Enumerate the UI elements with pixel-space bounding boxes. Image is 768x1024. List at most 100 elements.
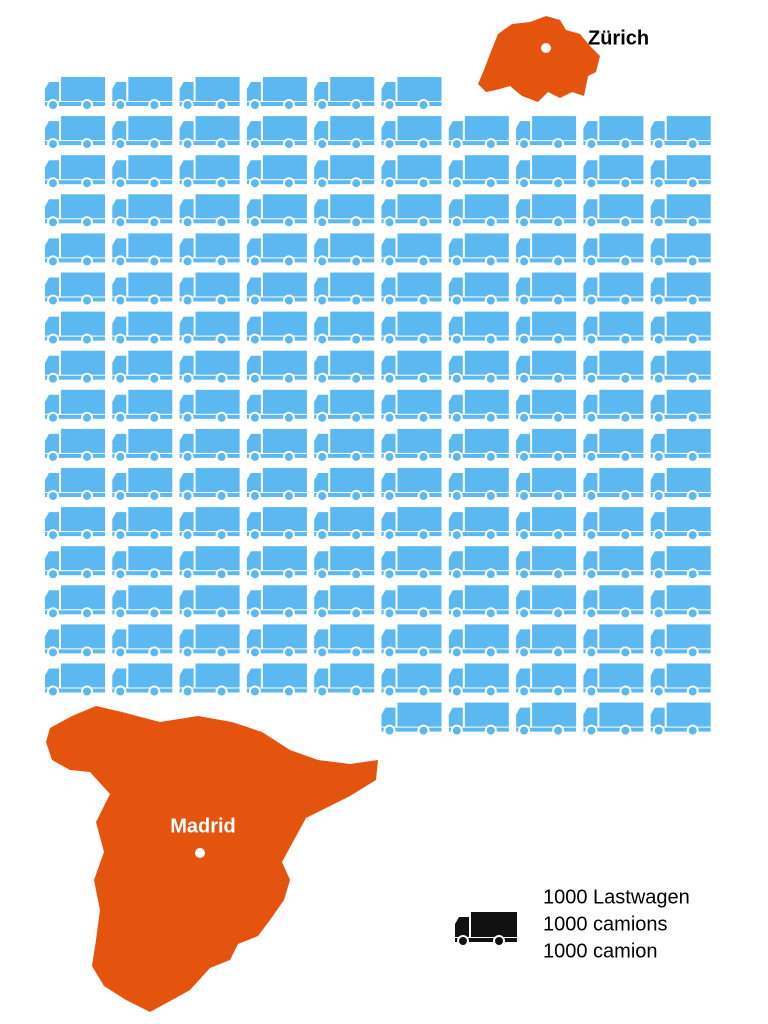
legend-label: 1000 camions (543, 913, 668, 935)
truck-wheel (450, 138, 463, 151)
truck-wheel (148, 138, 161, 151)
truck-wheel (316, 646, 329, 659)
truck-icon (112, 624, 173, 659)
truck-wheel (383, 568, 396, 581)
truck-wheel (450, 529, 463, 542)
truck-wheel (619, 685, 632, 698)
truck-wheel (417, 646, 430, 659)
truck-base (314, 610, 375, 615)
truck-cab (583, 316, 598, 336)
truck-box (397, 663, 442, 688)
truck-cab (650, 316, 665, 336)
truck-wheel (215, 333, 228, 346)
truck-icon (583, 507, 644, 542)
truck-box (330, 233, 375, 258)
truck-wheel (47, 99, 59, 111)
truck-base (45, 102, 105, 106)
truck-base (650, 336, 711, 341)
truck-base (112, 493, 173, 497)
truck-cab (516, 199, 531, 219)
truck-box (128, 585, 173, 610)
truck-wheel (484, 685, 497, 698)
truck-base (381, 258, 442, 263)
truck-wheel (81, 490, 93, 502)
truck-cab (516, 277, 531, 297)
truck-cab (45, 316, 59, 336)
truck-wheel (148, 411, 161, 424)
truck-icon (381, 389, 442, 424)
truck-cab (246, 316, 261, 336)
city-label: Madrid (170, 815, 236, 837)
truck-wheel (81, 372, 93, 385)
truck-wheel (450, 450, 463, 463)
truck-wheel (619, 255, 632, 268)
truck-wheel (652, 138, 665, 151)
truck-wheel (417, 99, 430, 111)
truck-wheel (450, 255, 463, 268)
truck-wheel (518, 490, 531, 502)
truck-cab (381, 551, 396, 571)
truck-icon (650, 663, 711, 698)
truck-box (599, 155, 644, 180)
truck-box (128, 116, 173, 141)
truck-box (128, 507, 173, 532)
truck-wheel (114, 138, 127, 151)
truck-base (650, 727, 711, 732)
truck-icon (179, 194, 240, 229)
truck-wheel (148, 568, 161, 581)
truck-base (179, 649, 240, 654)
truck-base (179, 258, 240, 263)
truck-base (516, 649, 577, 654)
truck-cab (650, 238, 665, 258)
truck-cab (381, 629, 396, 649)
truck-base (179, 180, 240, 185)
truck-icon (314, 585, 375, 620)
truck-wheel (518, 685, 531, 698)
truck-wheel (215, 607, 228, 620)
truck-icon (381, 702, 442, 737)
truck-box (61, 272, 105, 297)
truck-icon (246, 194, 307, 229)
truck-box (599, 194, 644, 219)
truck-wheel (619, 490, 632, 502)
truck-base (381, 571, 442, 576)
truck-cab (448, 121, 463, 141)
truck-base (516, 688, 577, 693)
truck-base (516, 453, 577, 458)
truck-icon (448, 272, 509, 307)
truck-base (448, 532, 509, 537)
truck-wheel (350, 255, 363, 268)
truck-wheel (484, 490, 497, 502)
truck-wheel (282, 294, 295, 307)
truck-cab (650, 512, 665, 532)
truck-box (128, 468, 173, 492)
truck-wheel (282, 99, 295, 111)
truck-wheel (248, 138, 261, 151)
truck-icon (516, 624, 577, 659)
truck-wheel (417, 490, 430, 502)
truck-icon (314, 116, 375, 151)
truck-box (128, 155, 173, 180)
truck-box (397, 272, 442, 297)
truck-wheel (215, 490, 228, 502)
truck-icon (112, 272, 173, 307)
truck-cab (179, 629, 194, 649)
truck-wheel (181, 294, 194, 307)
truck-cab (448, 277, 463, 297)
truck-base (179, 610, 240, 615)
truck-wheel (686, 294, 699, 307)
truck-box (262, 350, 307, 375)
truck-wheel (114, 568, 127, 581)
truck-wheel (282, 138, 295, 151)
truck-wheel (652, 255, 665, 268)
truck-wheel (248, 294, 261, 307)
truck-wheel (148, 294, 161, 307)
truck-box (464, 702, 509, 727)
truck-box (128, 546, 173, 571)
truck-box (61, 585, 105, 610)
truck-cab (583, 668, 598, 688)
truck-box (464, 546, 509, 571)
truck-box (262, 194, 307, 219)
truck-wheel (81, 685, 93, 698)
truck-icon (583, 428, 644, 463)
